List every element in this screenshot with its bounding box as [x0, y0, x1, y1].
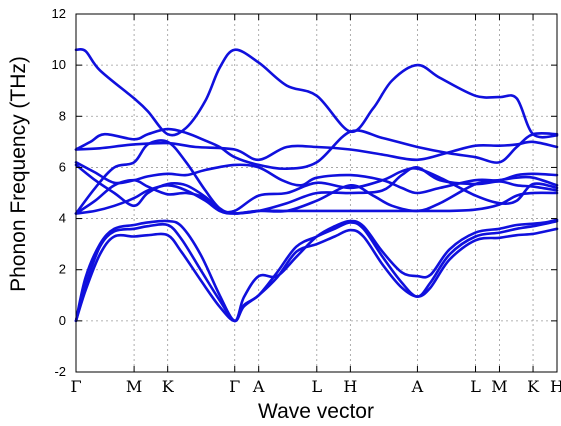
x-tick-label: H — [550, 377, 561, 396]
grid-lines — [76, 14, 557, 372]
y-tick-label: 0 — [59, 313, 66, 328]
phonon-branch-5 — [74, 166, 559, 215]
y-tick-label: 6 — [59, 159, 66, 174]
x-tick-label: M — [491, 377, 507, 396]
x-tick-label: M — [126, 377, 142, 396]
dispersion-curves — [74, 47, 559, 323]
phonon-branch-11 — [74, 47, 559, 139]
tick-marks — [75, 13, 558, 373]
y-tick-labels: -2 0 2 4 6 8 10 12 — [52, 6, 66, 379]
phonon-branch-10 — [74, 127, 559, 171]
y-tick-label: -2 — [54, 364, 66, 379]
x-tick-label: Γ — [229, 377, 240, 396]
x-tick-label: A — [411, 377, 424, 396]
phonon-branch-8 — [74, 161, 559, 195]
y-tick-label: 12 — [52, 6, 66, 21]
phonon-branch-6 — [74, 139, 559, 215]
x-tick-label: H — [343, 377, 357, 396]
x-tick-label: Γ — [70, 377, 81, 396]
x-tick-label: L — [470, 377, 481, 396]
y-tick-label: 4 — [59, 211, 66, 226]
y-axis-title: Phonon Frequency (THz) — [7, 56, 30, 292]
x-tick-label: A — [252, 377, 265, 396]
phonon-branch-2 — [74, 219, 559, 323]
x-tick-label: K — [162, 377, 175, 396]
phonon-branch-3 — [74, 218, 559, 323]
y-tick-label: 8 — [59, 108, 66, 123]
x-axis-title: Wave vector — [258, 400, 374, 423]
y-tick-label: 2 — [59, 262, 66, 277]
x-tick-label: K — [527, 377, 540, 396]
phonon-branch-7 — [74, 163, 559, 214]
x-tick-label: L — [311, 377, 322, 396]
y-tick-label: 10 — [52, 57, 66, 72]
